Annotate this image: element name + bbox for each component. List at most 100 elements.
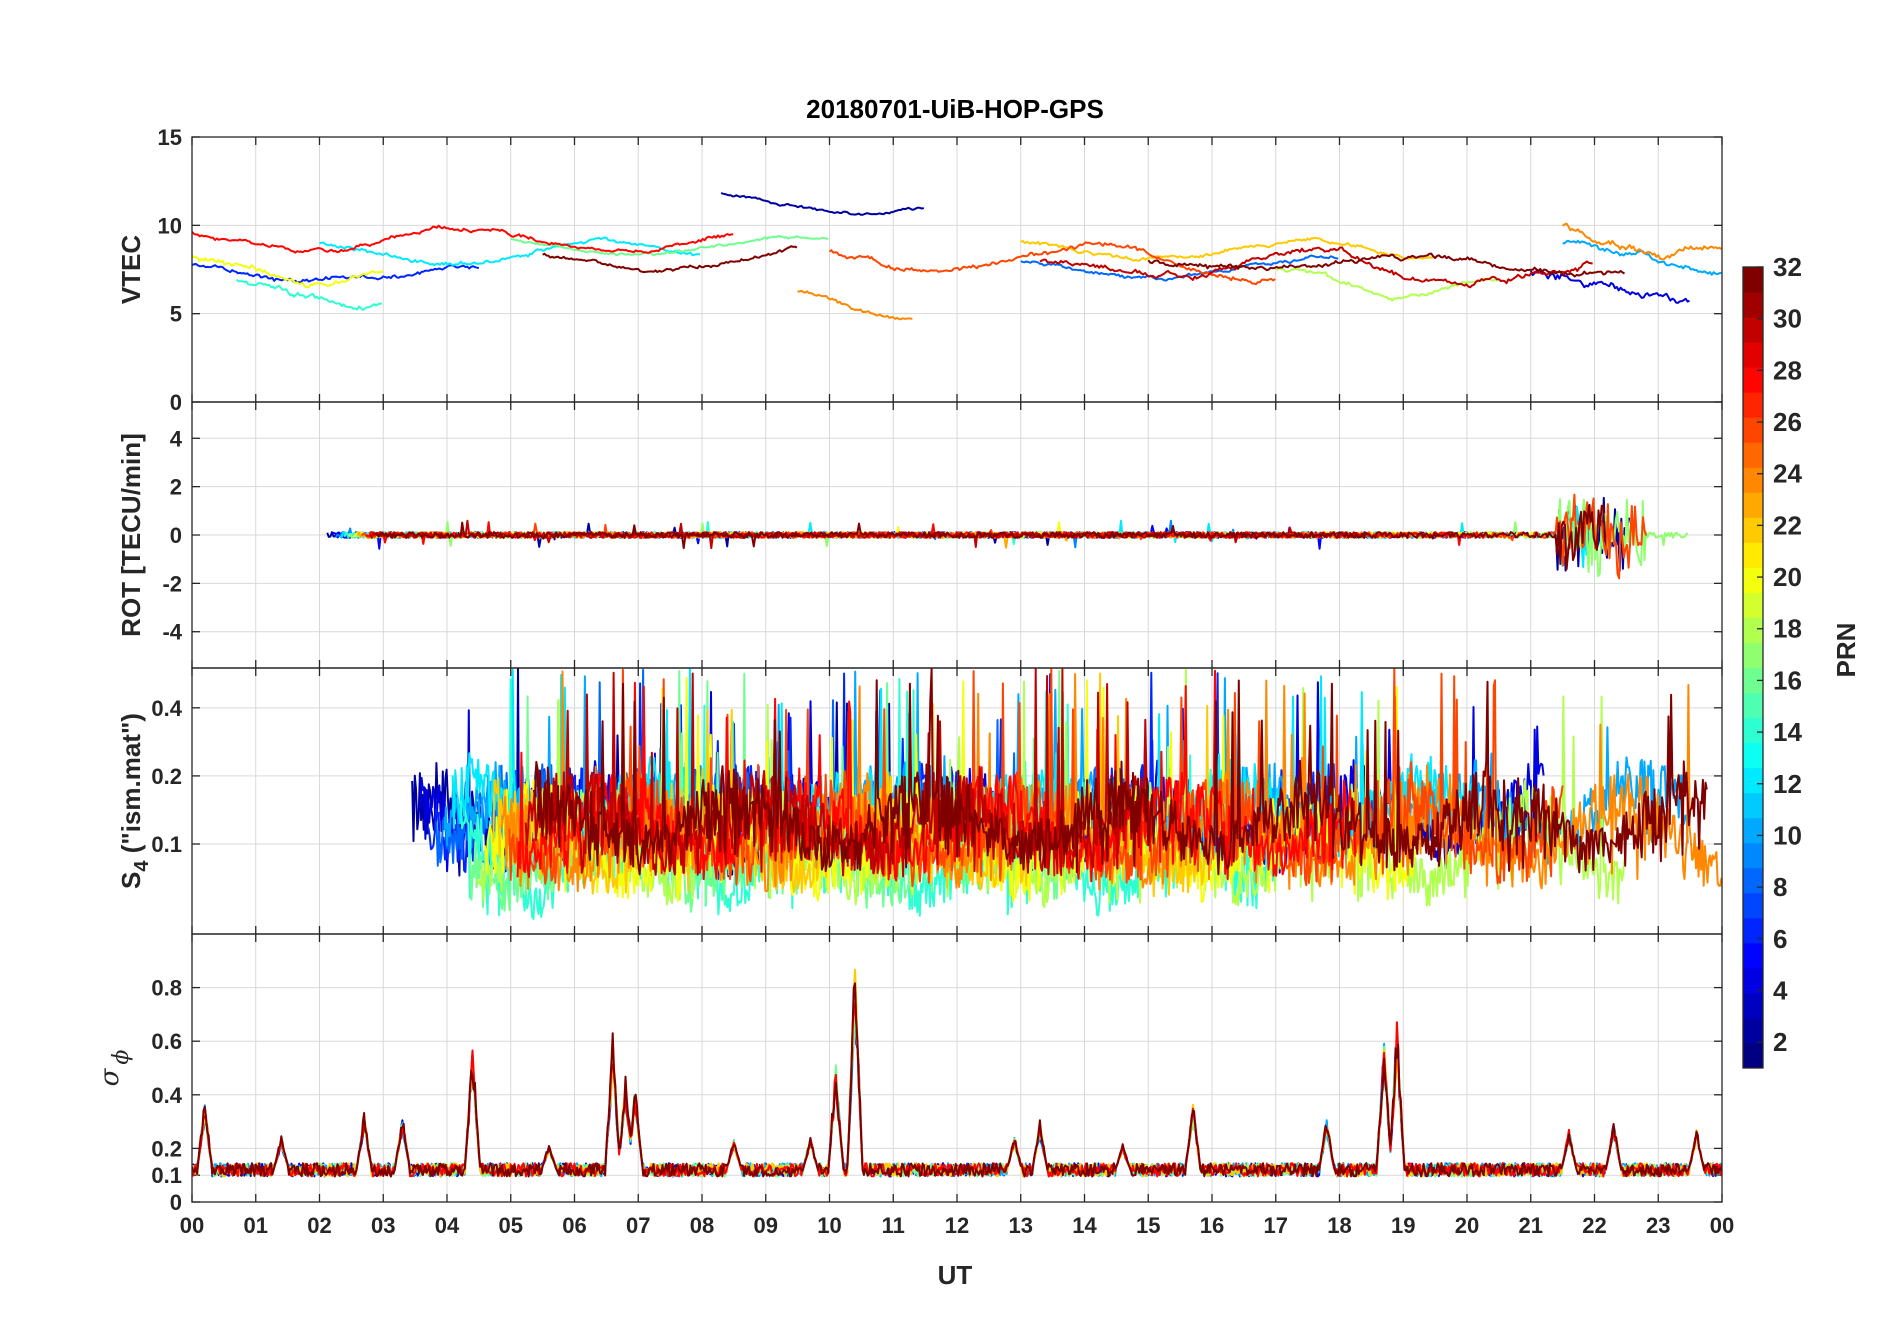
colorbar-swatch <box>1743 967 1763 994</box>
vtec-series-prn-2 <box>720 192 925 216</box>
x-tick-label: 08 <box>690 1213 714 1238</box>
colorbar-tick-label: 16 <box>1773 665 1802 695</box>
x-tick-label: 14 <box>1072 1213 1097 1238</box>
colorbar-tick-label: 30 <box>1773 304 1802 334</box>
vtec-series-prn-10 <box>1562 239 1722 276</box>
x-tick-label: 23 <box>1646 1213 1670 1238</box>
vtec-series-prn-32 <box>1147 252 1626 278</box>
x-tick-label: 13 <box>1009 1213 1033 1238</box>
sigma-phi-y-label: σϕ <box>95 1050 134 1087</box>
colorbar-tick-label: 18 <box>1773 614 1802 644</box>
y-tick-label: 0.4 <box>151 696 182 721</box>
vtec-series-prn-14 <box>235 278 383 311</box>
x-tick-label: 12 <box>945 1213 969 1238</box>
rot-y-label: ROT [TECU/min] <box>116 433 146 637</box>
y-tick-label: 15 <box>158 125 182 150</box>
vtec-series-prn-16 <box>510 234 829 257</box>
vtec-series-prn-28 <box>192 224 734 254</box>
colorbar-tick-label: 24 <box>1773 459 1802 489</box>
y-tick-label: -2 <box>162 571 182 596</box>
colorbar-tick-label: 28 <box>1773 355 1802 385</box>
x-tick-label: 16 <box>1200 1213 1224 1238</box>
x-tick-label: 01 <box>244 1213 268 1238</box>
series-group <box>192 968 1722 1178</box>
x-tick-label: 11 <box>882 1213 905 1238</box>
y-tick-label: 0 <box>170 390 182 415</box>
x-tick-label: 21 <box>1519 1213 1543 1238</box>
colorbar-swatch <box>1743 667 1763 694</box>
y-tick-label: 0.1 <box>151 832 182 857</box>
x-tick-label: 15 <box>1136 1213 1160 1238</box>
chart-title: 20180701-UiB-HOP-GPS <box>806 94 1104 124</box>
colorbar-swatch <box>1743 417 1763 443</box>
x-tick-label: 05 <box>499 1213 523 1238</box>
y-tick-label: 0.2 <box>151 764 182 789</box>
colorbar-swatch <box>1743 367 1763 393</box>
rot-panel: -4 -2 0 2 4 ROT [TECU/min] <box>116 401 1723 669</box>
colorbar-swatch <box>1743 342 1763 368</box>
colorbar-swatch <box>1743 517 1763 543</box>
colorbar-box <box>1742 266 1764 1069</box>
x-tick-label: 03 <box>371 1213 395 1238</box>
colorbar-swatch <box>1743 642 1763 668</box>
colorbar-swatch <box>1743 292 1763 318</box>
colorbar-swatch <box>1743 442 1763 468</box>
colorbar-swatch <box>1743 542 1763 568</box>
s4-panel: 0.1 0.2 0.4S4 ("ism.mat") <box>116 667 1723 935</box>
colorbar-swatch <box>1743 567 1763 593</box>
colorbar-swatch <box>1743 917 1763 944</box>
colorbar-swatch <box>1743 767 1763 794</box>
y-tick-label: 0 <box>170 1190 182 1215</box>
colorbar-swatch <box>1743 617 1763 643</box>
colorbar-tick-label: 10 <box>1773 820 1802 850</box>
x-tick-label: 04 <box>435 1213 460 1238</box>
y-tick-label: 0.4 <box>151 1083 182 1108</box>
vtec-y-label: VTEC <box>116 235 146 305</box>
colorbar-tick-label: 14 <box>1773 717 1802 747</box>
colorbar-swatch <box>1743 842 1763 869</box>
colorbar-swatch <box>1743 467 1763 493</box>
y-tick-label: -4 <box>162 620 182 645</box>
colorbar-tick-label: 20 <box>1773 562 1802 592</box>
y-tick-label: 0.2 <box>151 1136 182 1161</box>
colorbar-tick-label: 8 <box>1773 872 1787 902</box>
y-tick-label: 5 <box>170 302 182 327</box>
x-tick-label: 06 <box>562 1213 586 1238</box>
series-group <box>326 493 1689 580</box>
colorbar-swatch <box>1743 817 1763 844</box>
rot-series-prn-32 <box>374 504 1606 571</box>
axes-box <box>191 933 1723 1203</box>
x-tick-label: 00 <box>180 1213 204 1238</box>
s4-y-label: S4 ("ism.mat") <box>116 713 153 889</box>
colorbar-swatch <box>1743 992 1763 1019</box>
vtec-series-prn-32 <box>542 245 798 274</box>
vtec-series-prn-20 <box>192 254 384 289</box>
colorbar-tick-label: 2 <box>1773 1027 1787 1057</box>
vtec-series-prn-22 <box>1020 236 1435 262</box>
x-tick-label: 07 <box>626 1213 650 1238</box>
x-tick-label: 02 <box>307 1213 331 1238</box>
colorbar-swatch <box>1743 267 1763 293</box>
colorbar-tick-label: 6 <box>1773 924 1787 954</box>
vtec-series-prn-24 <box>1561 222 1722 261</box>
colorbar-tick-label: 26 <box>1773 407 1802 437</box>
colorbar-swatch <box>1743 392 1763 418</box>
y-tick-label: 10 <box>158 213 182 238</box>
vtec-panel: 0 5 10 15 VTEC <box>116 125 1723 415</box>
y-tick-label: 0.8 <box>151 976 182 1001</box>
colorbar-swatch <box>1743 692 1763 719</box>
x-axis-label: UT <box>938 1260 973 1290</box>
s4-series-prn-32 <box>532 668 1708 876</box>
x-tick-label: 17 <box>1264 1213 1288 1238</box>
vtec-series-prn-24 <box>797 289 913 321</box>
colorbar-tick-label: 12 <box>1773 769 1802 799</box>
y-tick-label: 0 <box>170 523 182 548</box>
x-tick-label: 10 <box>817 1213 841 1238</box>
y-tick-label: 4 <box>170 426 183 451</box>
x-tick-label: 00 <box>1710 1213 1734 1238</box>
vtec-series-prn-30 <box>1039 246 1593 289</box>
series-group <box>411 668 1722 920</box>
colorbar-tick-label: 4 <box>1773 975 1788 1005</box>
colorbar-swatch <box>1743 317 1763 343</box>
